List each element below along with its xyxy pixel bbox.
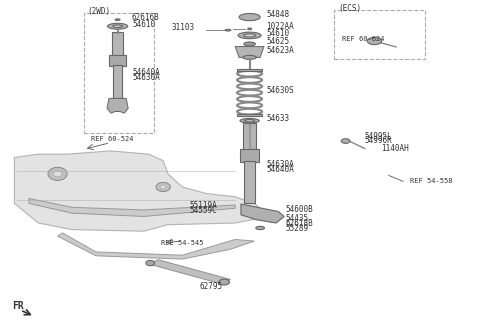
Polygon shape — [235, 47, 264, 57]
Text: 62618B: 62618B — [286, 219, 313, 228]
Ellipse shape — [245, 120, 254, 122]
Text: 31103: 31103 — [171, 23, 194, 32]
Bar — [240, 149, 259, 162]
Text: 55289: 55289 — [286, 224, 309, 233]
Polygon shape — [149, 260, 230, 284]
Bar — [113, 65, 122, 98]
Ellipse shape — [160, 185, 166, 189]
Text: REF 54-558: REF 54-558 — [410, 178, 453, 184]
Text: 54640A: 54640A — [132, 69, 160, 77]
Ellipse shape — [113, 25, 122, 28]
Text: (2WD): (2WD) — [87, 8, 110, 16]
Ellipse shape — [156, 182, 170, 192]
Text: 54610: 54610 — [132, 20, 155, 29]
Polygon shape — [14, 151, 269, 231]
Polygon shape — [241, 204, 284, 223]
Ellipse shape — [115, 19, 120, 20]
Polygon shape — [58, 233, 254, 259]
Text: 54559C: 54559C — [190, 206, 217, 215]
Text: 54640A: 54640A — [266, 165, 294, 174]
Ellipse shape — [341, 139, 350, 143]
Text: 62616B: 62616B — [132, 13, 160, 22]
Ellipse shape — [239, 13, 260, 21]
Ellipse shape — [243, 55, 256, 59]
Text: 62795: 62795 — [200, 282, 223, 291]
Text: 55119A: 55119A — [190, 201, 217, 210]
Text: 54623A: 54623A — [266, 46, 294, 55]
Text: 54610: 54610 — [266, 29, 289, 38]
Ellipse shape — [244, 42, 255, 46]
Text: FR: FR — [12, 301, 24, 311]
Ellipse shape — [48, 167, 67, 180]
Text: 54995L: 54995L — [365, 132, 393, 141]
Bar — [112, 32, 123, 56]
Ellipse shape — [53, 171, 62, 177]
Ellipse shape — [146, 260, 155, 266]
Text: 54630A: 54630A — [132, 73, 160, 82]
Ellipse shape — [256, 226, 264, 230]
Text: (ECS): (ECS) — [338, 5, 361, 13]
Bar — [237, 114, 262, 116]
Text: 54435: 54435 — [286, 215, 309, 223]
Text: 54630A: 54630A — [266, 160, 294, 169]
Ellipse shape — [219, 279, 229, 285]
Bar — [109, 55, 126, 66]
Text: 1140AH: 1140AH — [382, 144, 409, 153]
Bar — [237, 69, 262, 71]
Polygon shape — [29, 198, 235, 216]
Text: REF 60-624: REF 60-624 — [342, 36, 385, 42]
Ellipse shape — [248, 28, 252, 30]
Polygon shape — [107, 98, 128, 113]
Bar — [243, 123, 256, 149]
Ellipse shape — [367, 37, 382, 45]
Text: 1022AA: 1022AA — [266, 22, 294, 31]
Ellipse shape — [225, 29, 231, 31]
Text: 54625: 54625 — [266, 37, 289, 46]
Text: 54996R: 54996R — [365, 136, 393, 145]
Ellipse shape — [108, 23, 128, 29]
Text: 54600B: 54600B — [286, 205, 313, 214]
Text: 54630S: 54630S — [266, 87, 294, 95]
Text: 54848: 54848 — [266, 10, 289, 19]
Ellipse shape — [244, 34, 256, 37]
Text: REF 54-545: REF 54-545 — [161, 240, 204, 246]
Text: REF 60-524: REF 60-524 — [91, 136, 134, 142]
Bar — [244, 161, 255, 203]
Ellipse shape — [240, 118, 259, 123]
Text: 54633: 54633 — [266, 114, 289, 123]
Ellipse shape — [238, 32, 261, 39]
